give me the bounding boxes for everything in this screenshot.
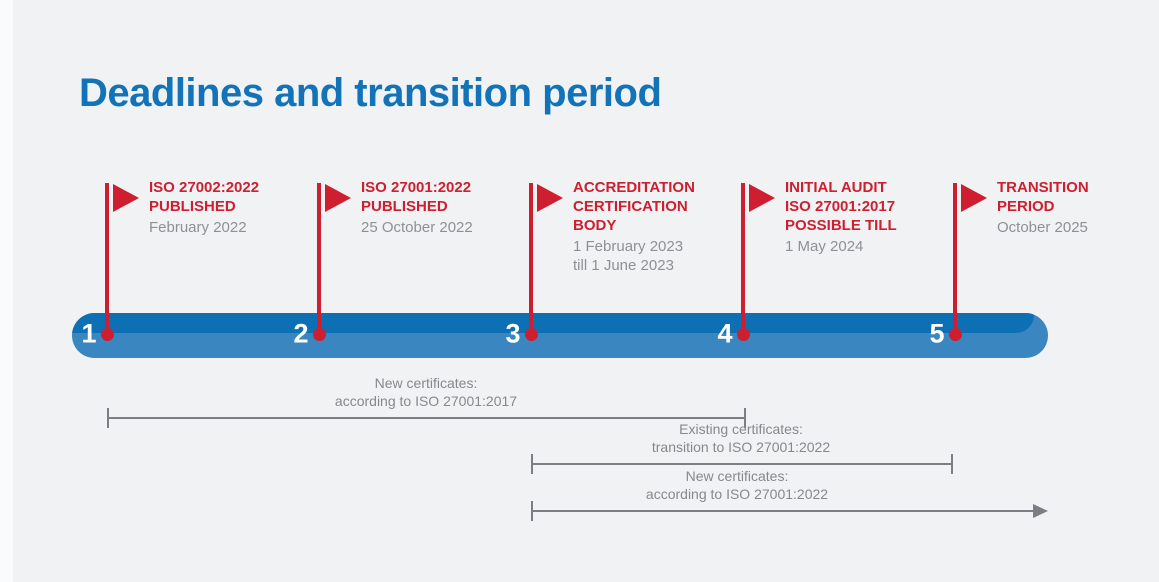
timeline-bar — [72, 313, 1048, 358]
range-tick-right — [744, 408, 746, 428]
range-line — [531, 463, 953, 465]
timeline-number: 5 — [929, 318, 945, 349]
range-existing-cert — [531, 454, 953, 474]
milestone-heading: ISO 27002:2022 PUBLISHED — [149, 179, 260, 215]
range-label: New certificates: according to ISO 27001… — [645, 468, 829, 502]
milestone-heading: TRANSITION PERIOD — [997, 179, 1089, 215]
milestone-pole — [741, 183, 745, 334]
range-label: Existing certificates: transition to ISO… — [651, 421, 831, 455]
left-margin — [0, 0, 13, 582]
milestone-heading: ISO 27001:2022 PUBLISHED — [361, 179, 472, 215]
milestone-heading: ACCREDITATION CERTIFICATION BODY — [573, 179, 695, 234]
milestone-pole — [529, 183, 533, 334]
milestone-date: 25 October 2022 — [361, 219, 473, 236]
range-tick-left — [531, 501, 533, 521]
arrow-right-icon — [1033, 504, 1048, 518]
range-line — [531, 510, 1035, 512]
flag-icon — [961, 184, 987, 212]
flag-icon — [537, 184, 563, 212]
range-tick-left — [107, 408, 109, 428]
timeline-number: 4 — [717, 318, 733, 349]
milestone-heading: INITIAL AUDIT ISO 27001:2017 POSSIBLE TI… — [785, 179, 897, 234]
range-label: New certificates: according to ISO 27001… — [334, 375, 518, 409]
milestone-pole — [953, 183, 957, 334]
timeline-number: 2 — [293, 318, 309, 349]
milestone-pole — [317, 183, 321, 334]
milestone-dot — [737, 328, 750, 341]
range-tick-right — [951, 454, 953, 474]
milestone-dot — [525, 328, 538, 341]
flag-icon — [749, 184, 775, 212]
range-new-cert-2022 — [531, 501, 1048, 521]
milestone-dot — [949, 328, 962, 341]
timeline-bar-top — [72, 313, 1034, 333]
page-title: Deadlines and transition period — [79, 70, 662, 115]
flag-icon — [325, 184, 351, 212]
milestone-date: 1 February 2023 till 1 June 2023 — [573, 238, 684, 274]
milestone-date: October 2025 — [997, 219, 1088, 236]
timeline-number: 1 — [81, 318, 97, 349]
milestone-date: February 2022 — [149, 219, 247, 236]
range-line — [107, 417, 746, 419]
milestone-dot — [101, 328, 114, 341]
milestone-dot — [313, 328, 326, 341]
range-new-cert-2017 — [107, 408, 746, 428]
range-tick-left — [531, 454, 533, 474]
milestone-pole — [105, 183, 109, 334]
flag-icon — [113, 184, 139, 212]
timeline-number: 3 — [505, 318, 521, 349]
milestone-date: 1 May 2024 — [785, 238, 864, 255]
